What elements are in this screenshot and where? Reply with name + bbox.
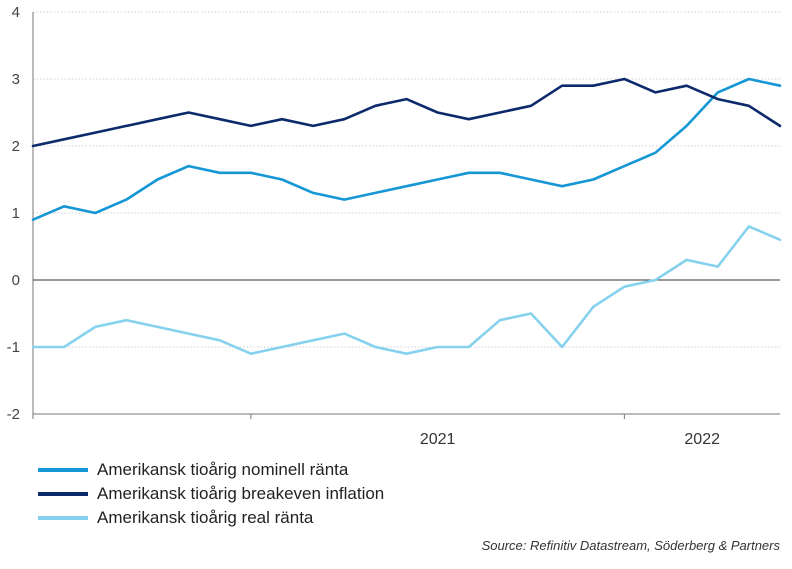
y-tick-label: 4 (12, 4, 20, 21)
series-group (31, 77, 782, 356)
legend-swatch-real (38, 516, 88, 520)
series-line-0 (31, 77, 782, 221)
line-chart: -2 -1 0 1 2 3 4 2021 2022 (7, 4, 782, 448)
y-tick-label: 3 (12, 71, 20, 88)
y-tick-label: -2 (7, 406, 20, 423)
legend-item-nominal: Amerikansk tioårig nominell ränta (38, 458, 384, 482)
legend-label-nominal: Amerikansk tioårig nominell ränta (97, 460, 349, 479)
source-note: Source: Refinitiv Datastream, Söderberg … (481, 538, 780, 553)
y-tick-label: 2 (12, 138, 20, 155)
y-tick-label: -1 (7, 339, 20, 356)
legend-label-breakeven: Amerikansk tioårig breakeven inflation (97, 484, 385, 503)
legend-swatch-breakeven (38, 492, 88, 496)
series-line-1 (31, 77, 782, 148)
x-tick-label: 2022 (684, 431, 720, 448)
legend-swatch-nominal (38, 468, 88, 472)
legend: Amerikansk tioårig nominell ränta Amerik… (38, 458, 384, 530)
series-line-2 (31, 225, 782, 356)
legend-item-real: Amerikansk tioårig real ränta (38, 506, 384, 530)
y-tick-label: 0 (12, 272, 20, 289)
y-axis: -2 -1 0 1 2 3 4 (7, 4, 20, 423)
y-tick-label: 1 (12, 205, 20, 222)
legend-label-real: Amerikansk tioårig real ränta (97, 508, 314, 527)
x-tick-label: 2021 (420, 431, 456, 448)
x-axis: 2021 2022 (32, 414, 720, 448)
legend-item-breakeven: Amerikansk tioårig breakeven inflation (38, 482, 384, 506)
